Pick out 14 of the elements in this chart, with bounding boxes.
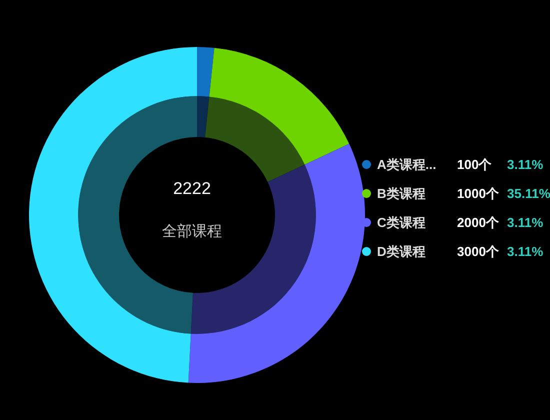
text: 3.11% (507, 244, 544, 259)
data-label: 3000个 (457, 242, 500, 260)
text: 2222 (173, 179, 211, 198)
text: 全部课程 (162, 223, 222, 240)
data-label: 2000个 (457, 214, 500, 232)
legend-label: C类课程 (377, 214, 426, 232)
data-label: 100个 (457, 156, 493, 174)
text: 3.11% (507, 215, 544, 230)
data-label: 1000个 (457, 184, 500, 202)
text: 3.11% (507, 157, 544, 172)
legend-label: B类课程 (377, 184, 426, 202)
legend-label: D类课程 (377, 242, 426, 260)
text: 35.11% (507, 186, 550, 201)
legend-label: A类课程... (377, 156, 438, 174)
